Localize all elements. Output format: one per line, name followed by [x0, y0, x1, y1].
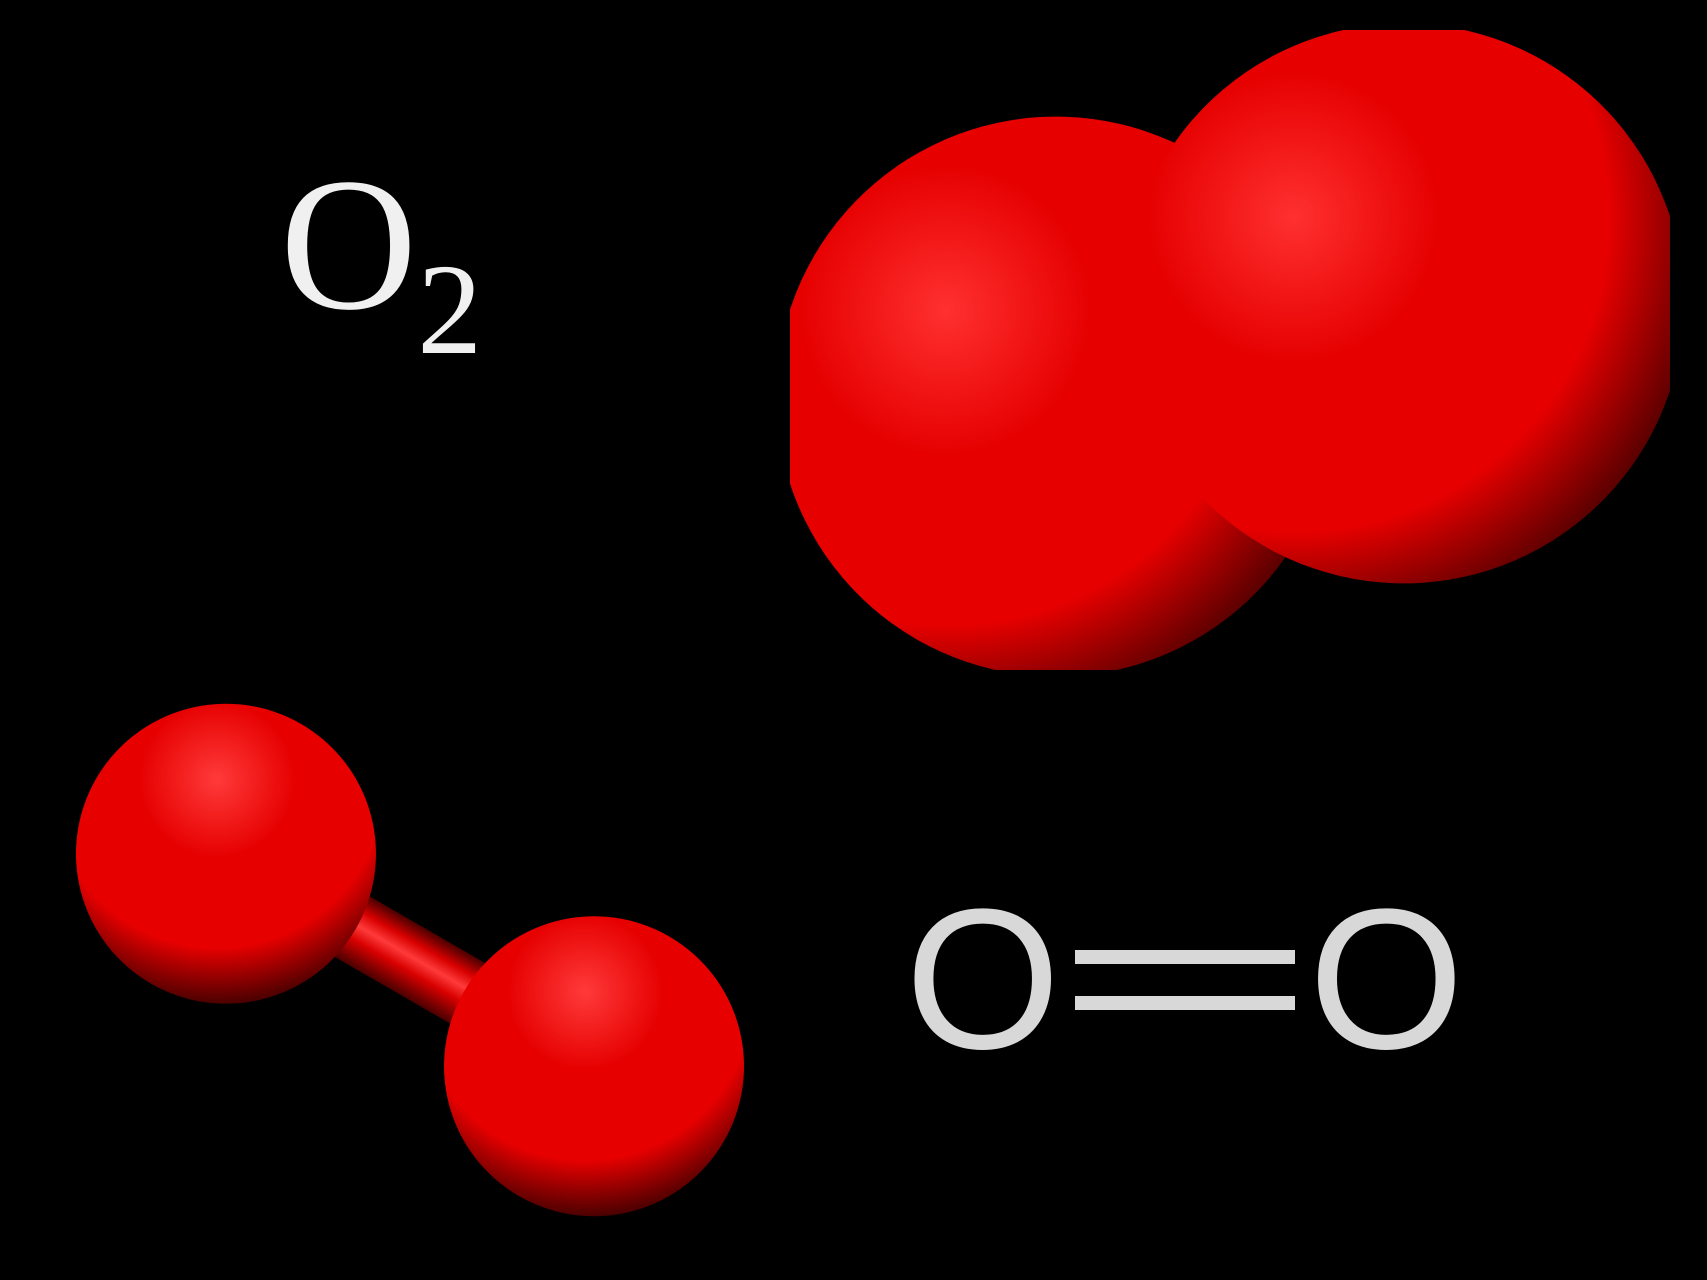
spacefilling-model: [790, 30, 1670, 670]
oxygen-diagram-canvas: O 2 O O: [0, 0, 1707, 1280]
ball-and-stick-model: [50, 650, 770, 1270]
lewis-atom-left: O: [905, 880, 1061, 1080]
lewis-structure-o2: O O: [905, 880, 1464, 1080]
formula-element-symbol: O: [280, 150, 417, 340]
formula-subscript: 2: [417, 245, 482, 375]
lewis-bond-bar: [1075, 996, 1295, 1010]
lewis-atom-right: O: [1309, 880, 1465, 1080]
chemical-formula-o2: O 2: [280, 150, 482, 340]
lewis-double-bond: [1075, 950, 1295, 1010]
lewis-bond-bar: [1075, 950, 1295, 964]
